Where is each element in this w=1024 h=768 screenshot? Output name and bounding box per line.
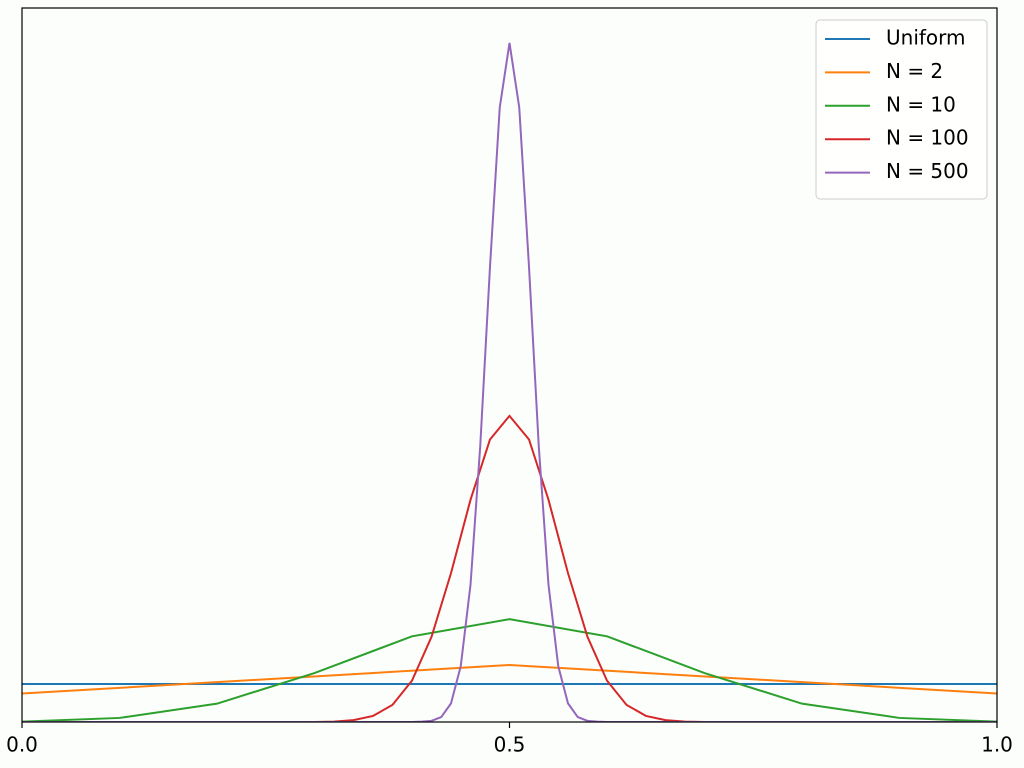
legend-label: N = 2 <box>886 59 943 83</box>
data-line <box>22 42 997 722</box>
legend-label: N = 10 <box>886 92 956 116</box>
x-tick-label: 1.0 <box>981 733 1013 757</box>
legend-label: N = 500 <box>886 159 969 183</box>
data-line <box>22 414 997 722</box>
x-tick-label: 0.0 <box>6 733 38 757</box>
legend-box <box>815 19 988 200</box>
data-line <box>22 664 997 695</box>
legend-label: N = 100 <box>886 126 969 150</box>
data-line <box>22 618 997 722</box>
legend-label: Uniform <box>886 26 966 50</box>
plot-area <box>22 42 997 722</box>
x-tick-label: 0.5 <box>494 733 526 757</box>
